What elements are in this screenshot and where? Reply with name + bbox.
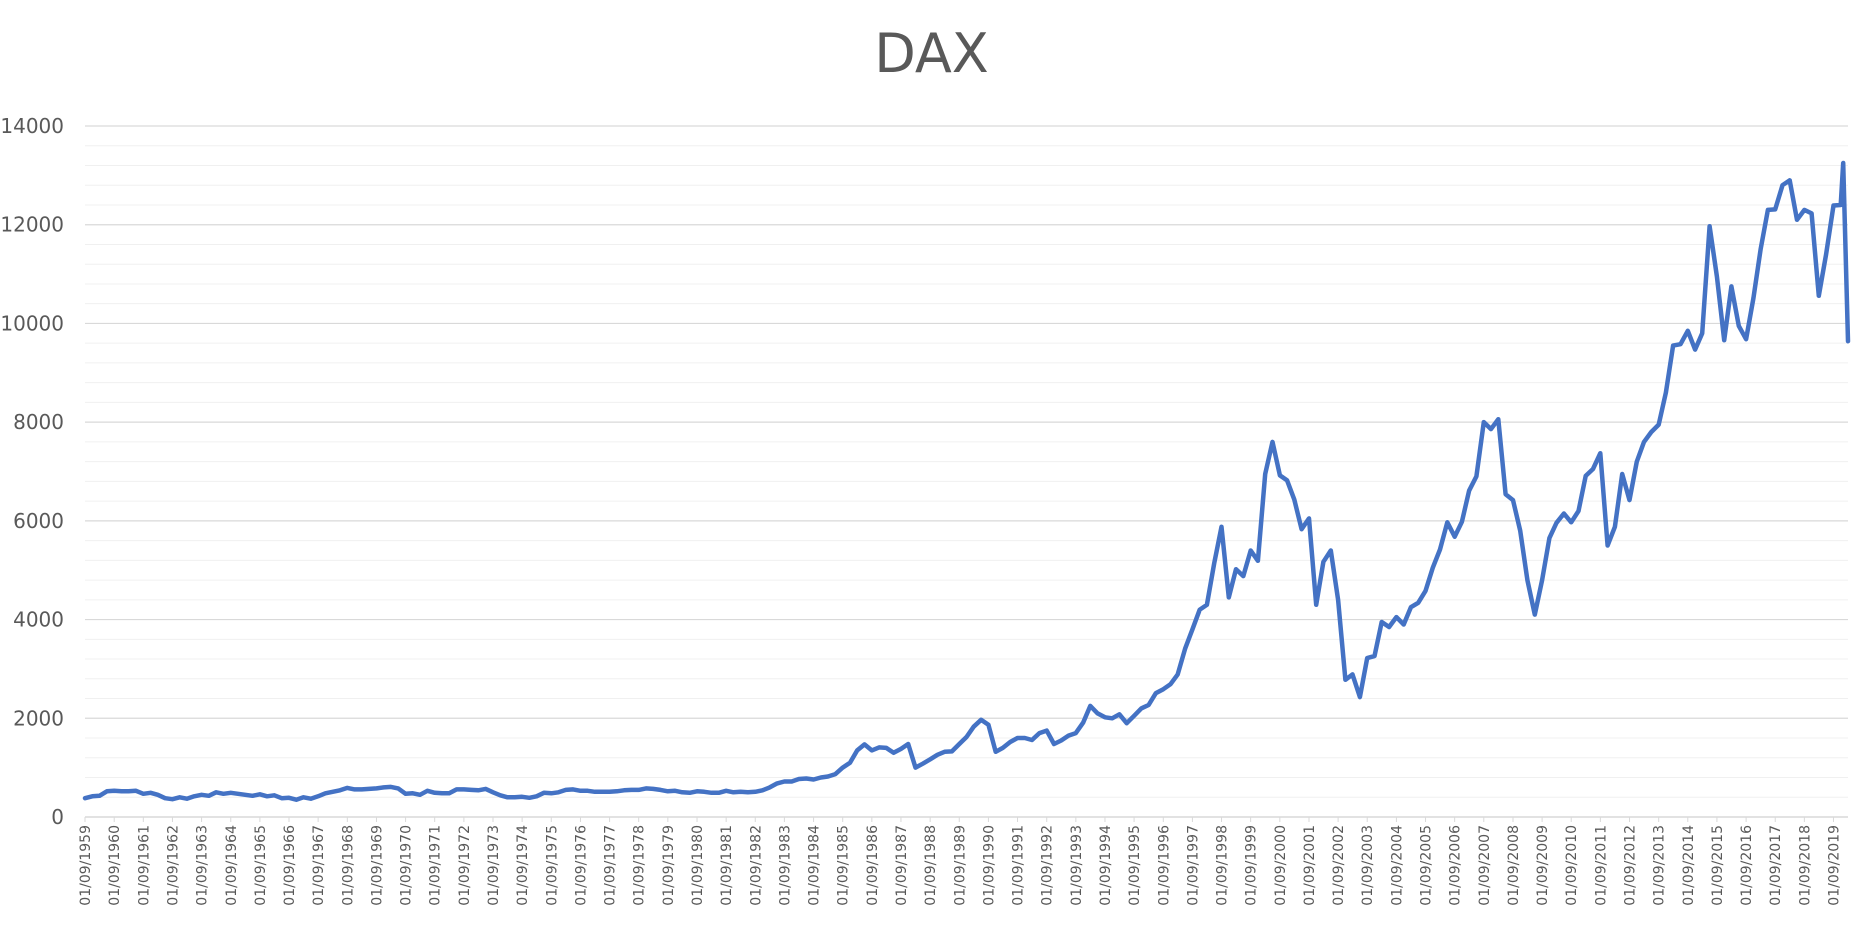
x-tick-label: 01/09/1971 xyxy=(428,825,444,906)
x-tick-label: 01/09/1976 xyxy=(573,825,589,906)
x-tick-label: 01/09/1990 xyxy=(981,825,997,906)
x-tick-label: 01/09/2002 xyxy=(1331,825,1347,906)
x-tick-label: 01/09/1968 xyxy=(340,825,356,906)
y-tick-label: 0 xyxy=(51,805,64,829)
x-tick-label: 01/09/2013 xyxy=(1652,825,1668,906)
x-tick-label: 01/09/1972 xyxy=(457,825,473,906)
x-tick-label: 01/09/2000 xyxy=(1273,825,1289,906)
x-tick-label: 01/09/1963 xyxy=(195,825,211,906)
x-tick-label: 01/09/1980 xyxy=(690,825,706,906)
x-tick-label: 01/09/1993 xyxy=(1069,825,1085,906)
x-tick-label: 01/09/1962 xyxy=(165,825,181,906)
x-tick-label: 01/09/1961 xyxy=(136,825,152,906)
x-tick-label: 01/09/1986 xyxy=(865,825,881,906)
major-gridlines xyxy=(85,125,1848,719)
x-tick-label: 01/09/2003 xyxy=(1360,825,1376,906)
series-layer xyxy=(82,160,1851,802)
x-tick-label: 01/09/1999 xyxy=(1244,825,1260,906)
x-tick-label: 01/09/1984 xyxy=(807,825,823,906)
x-tick-label: 01/09/1975 xyxy=(544,825,560,906)
x-tick-label: 01/09/1989 xyxy=(952,825,968,906)
y-tick-label: 6000 xyxy=(13,509,64,533)
x-tick-label: 01/09/2006 xyxy=(1448,825,1464,906)
minor-gridlines xyxy=(85,145,1848,798)
x-tick-label: 01/09/1988 xyxy=(923,825,939,906)
x-tick-label: 01/09/1966 xyxy=(282,825,298,906)
x-tick-label: 01/09/1969 xyxy=(369,825,385,906)
x-tick-label: 01/09/1973 xyxy=(486,825,502,906)
x-tick-label: 01/09/1960 xyxy=(107,825,123,906)
x-tick-label: 01/09/1983 xyxy=(777,825,793,906)
chart-title: DAX xyxy=(874,22,989,85)
x-tick-label: 01/09/1979 xyxy=(661,825,677,906)
x-tick-label: 01/09/1959 xyxy=(78,825,94,906)
x-tick-label: 01/09/1997 xyxy=(1185,825,1201,906)
x-tick-label: 01/09/1991 xyxy=(1011,825,1027,906)
x-tick-label: 01/09/2010 xyxy=(1564,825,1580,906)
x-tick-label: 01/09/2004 xyxy=(1389,825,1405,906)
x-tick-label: 01/09/1994 xyxy=(1098,825,1114,906)
x-tick-label: 01/09/2005 xyxy=(1419,825,1435,906)
x-tick-label: 01/09/2008 xyxy=(1506,825,1522,906)
x-tick-label: 01/09/1970 xyxy=(399,825,415,906)
x-tick-label: 01/09/1982 xyxy=(748,825,764,906)
x-tick-label: 01/09/1967 xyxy=(311,825,327,906)
x-tick-label: 01/09/2001 xyxy=(1302,825,1318,906)
x-tick-label: 01/09/1981 xyxy=(719,825,735,906)
x-axis: 01/09/1959 01/09/1960 01/09/1961 01/09/1962… xyxy=(78,816,1848,906)
y-axis: 0 2000 4000 6000 8000 10000 12000 14000 xyxy=(0,114,64,829)
y-tick-label: 8000 xyxy=(13,410,64,434)
series-line xyxy=(82,160,1851,802)
x-tick-label: 01/09/2014 xyxy=(1681,825,1697,906)
y-tick-label: 10000 xyxy=(0,311,64,335)
x-tick-label: 01/09/1977 xyxy=(603,825,619,906)
x-tick-label: 01/09/1992 xyxy=(1040,825,1056,906)
x-tick-label: 01/09/2017 xyxy=(1768,825,1784,906)
y-tick-label: 14000 xyxy=(0,114,64,138)
x-tick-label: 01/09/1964 xyxy=(224,825,240,906)
x-tick-label: 01/09/2009 xyxy=(1535,825,1551,906)
x-tick-label: 01/09/2018 xyxy=(1797,825,1813,906)
x-tick-label: 01/09/1985 xyxy=(836,825,852,906)
y-tick-label: 2000 xyxy=(13,706,64,730)
x-tick-label: 01/09/2015 xyxy=(1710,825,1726,906)
x-tick-label: 01/09/1965 xyxy=(253,825,269,906)
x-tick-label: 01/09/1996 xyxy=(1156,825,1172,906)
x-tick-label: 01/09/1995 xyxy=(1127,825,1143,906)
y-tick-label: 12000 xyxy=(0,213,64,237)
x-tick-label: 01/09/1998 xyxy=(1215,825,1231,906)
y-tick-label: 4000 xyxy=(13,608,64,632)
x-tick-label: 01/09/2012 xyxy=(1623,825,1639,906)
x-tick-label: 01/09/2016 xyxy=(1739,825,1755,906)
x-tick-label: 01/09/1987 xyxy=(894,825,910,906)
x-tick-label: 01/09/1978 xyxy=(632,825,648,906)
x-tick-label: 01/09/2011 xyxy=(1593,825,1609,906)
x-tick-label: 01/09/2019 xyxy=(1826,825,1842,906)
x-tick-label: 01/09/1974 xyxy=(515,825,531,906)
x-tick-label: 01/09/2007 xyxy=(1477,825,1493,906)
